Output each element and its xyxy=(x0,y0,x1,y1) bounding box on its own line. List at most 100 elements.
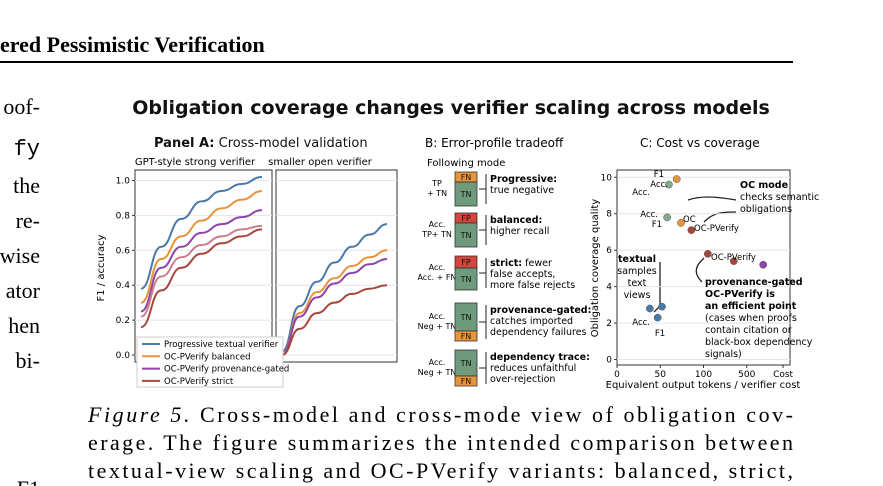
row-label: Acc. xyxy=(429,358,446,367)
scatter-point xyxy=(677,219,685,227)
body-fragment: fy xyxy=(14,137,40,162)
scatter-point xyxy=(665,180,673,189)
row-label: Neg + TN xyxy=(418,322,457,331)
scatter-point xyxy=(729,257,738,265)
error-box xyxy=(454,222,478,248)
row-text: higher recall xyxy=(490,226,549,237)
point-label: Acc. xyxy=(632,318,650,328)
point-label: F1 xyxy=(655,329,665,339)
scatter-point xyxy=(663,213,672,222)
scatter-point xyxy=(672,175,681,183)
body-fragment: bi- xyxy=(16,348,40,373)
legend-label: OC-PVerify strict xyxy=(164,377,234,387)
error-box-label: TN xyxy=(460,359,472,368)
panel-b-subtitle: Following mode xyxy=(427,158,505,169)
line-series xyxy=(281,249,388,357)
subplot-title: GPT-style strong verifier xyxy=(135,157,256,168)
row-heading-tail: fewer xyxy=(525,258,552,269)
point-label: OC-PVerify xyxy=(711,253,756,263)
scatter-point xyxy=(759,260,768,269)
row-heading: provenance-gated: xyxy=(490,305,591,316)
body-fragment: ator xyxy=(6,278,41,303)
scatter-point xyxy=(646,304,654,313)
legend-label: OC-PVerify provenance-gated xyxy=(164,365,289,375)
body-fragment: oof- xyxy=(3,94,40,119)
legend-label: Progressive textual verifier xyxy=(164,340,279,350)
connector xyxy=(479,258,487,288)
row-heading-bold: provenance-gated: xyxy=(490,305,591,316)
annotation-text: obligations xyxy=(740,204,792,215)
y-tick-label: 0.2 xyxy=(116,316,130,326)
figure-title: Obligation coverage changes verifier sca… xyxy=(132,97,770,119)
row-heading-bold: balanced: xyxy=(490,215,542,226)
line-series xyxy=(281,223,388,353)
row-label: Acc. + FN xyxy=(417,273,456,282)
caption-label: Figure 5. xyxy=(87,402,189,427)
error-box-label: FP xyxy=(461,258,471,267)
y-tick-label: 8 xyxy=(606,210,612,220)
annotation-bold: OC mode xyxy=(740,180,788,191)
connector xyxy=(479,352,487,384)
y-tick-label: 0 xyxy=(606,356,612,366)
point-label: Acc. xyxy=(650,180,668,190)
panel-c-title: C: Cost vs coverage xyxy=(640,136,760,150)
error-box xyxy=(454,330,478,342)
error-box-label: FN xyxy=(461,377,472,386)
panel-a-y-label: F1 / accuracy xyxy=(96,234,107,301)
error-box-label: FN xyxy=(461,332,472,341)
annotation-text: black-box dependency xyxy=(705,337,813,348)
y-tick-label: 1.0 xyxy=(116,176,131,186)
row-heading: Progressive: xyxy=(490,174,557,185)
y-tick-label: 10 xyxy=(601,173,613,183)
caption-line: erage. The figure summarizes the intende… xyxy=(88,430,793,455)
scatter-point xyxy=(653,313,662,322)
row-text: dependency failures xyxy=(490,327,587,338)
error-box-label: FN xyxy=(461,173,472,182)
y-tick-label: 0.4 xyxy=(116,281,131,291)
annotation-text: text xyxy=(628,278,647,289)
error-box xyxy=(454,181,478,207)
row-text: false accepts, xyxy=(490,269,555,280)
row-text: reduces unfaithful xyxy=(490,363,576,374)
point-label: Acc. xyxy=(632,188,650,198)
annotation-text: samples xyxy=(617,266,657,277)
line-series xyxy=(140,189,263,304)
caption-line: textual-view scaling and OC-PVerify vari… xyxy=(88,458,793,483)
annotation-bold: OC-PVerify is xyxy=(705,289,775,300)
row-label: + TN xyxy=(427,189,447,198)
row-label: Neg + TN xyxy=(418,368,457,377)
panel-a-title-bold: Panel A: xyxy=(154,136,215,151)
body-fragment: hen xyxy=(8,313,40,338)
row-heading-bold: strict: xyxy=(490,258,522,269)
y-tick-label: 6 xyxy=(606,246,612,256)
row-text: true negative xyxy=(490,185,554,196)
body-fragment: F1 xyxy=(17,476,40,486)
row-text: catches imported xyxy=(490,316,573,327)
row-label: Acc. xyxy=(429,312,446,321)
x-tick-label: 50 xyxy=(655,370,667,380)
annotation-text: views xyxy=(624,290,651,301)
y-tick-label: 0.6 xyxy=(116,246,131,256)
row-label: Acc. xyxy=(429,220,446,229)
y-tick-label: 0.8 xyxy=(116,211,131,221)
connector xyxy=(479,305,487,339)
line-series xyxy=(281,258,388,357)
annotation-text: contain citation or xyxy=(705,325,792,336)
scatter-point xyxy=(658,302,666,311)
x-tick-label: 500 xyxy=(738,370,755,380)
point-label: OC xyxy=(683,215,696,225)
scatter-point xyxy=(687,226,696,234)
error-box-label: TN xyxy=(460,275,472,284)
subplot-frame xyxy=(275,169,398,363)
line-series xyxy=(140,209,263,313)
row-label: Acc. xyxy=(429,263,446,272)
error-box xyxy=(454,375,478,387)
line-series xyxy=(140,175,263,290)
y-tick-label: 4 xyxy=(606,283,612,293)
connector xyxy=(479,174,487,204)
body-fragment: re- xyxy=(16,208,40,233)
x-tick-label: Cost xyxy=(773,370,793,380)
row-label: TP xyxy=(431,179,442,188)
row-text: more false rejects xyxy=(490,280,575,291)
